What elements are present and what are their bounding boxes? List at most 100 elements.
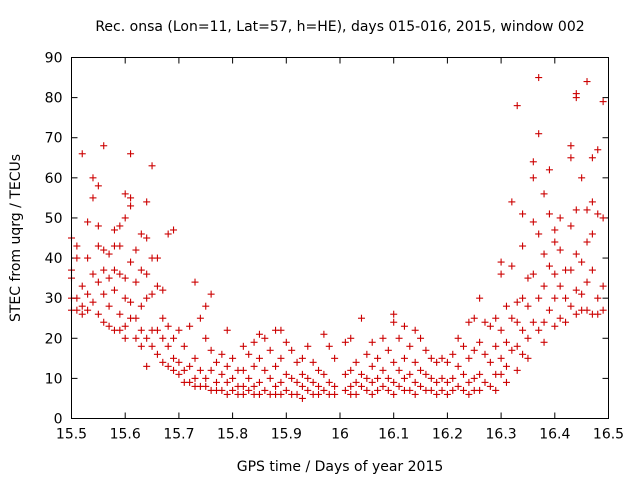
data-point xyxy=(315,366,323,374)
data-point xyxy=(374,386,382,394)
data-point xyxy=(502,362,510,370)
data-point xyxy=(84,218,92,226)
data-point xyxy=(202,334,210,342)
data-point xyxy=(368,378,376,386)
data-point xyxy=(132,334,140,342)
data-point xyxy=(502,378,510,386)
data-point xyxy=(272,382,280,390)
data-point xyxy=(218,370,226,378)
data-point xyxy=(304,386,312,394)
data-point xyxy=(202,382,210,390)
data-point xyxy=(202,374,210,382)
x-tick-label: 15.9 xyxy=(271,427,302,443)
data-point xyxy=(293,390,301,398)
data-point xyxy=(588,266,596,274)
data-point xyxy=(417,334,425,342)
data-point xyxy=(454,382,462,390)
x-tick-label: 16.1 xyxy=(378,427,409,443)
data-point xyxy=(470,374,478,382)
data-point xyxy=(100,246,108,254)
data-point xyxy=(551,322,559,330)
data-point xyxy=(175,326,183,334)
data-point xyxy=(583,278,591,286)
data-point xyxy=(191,374,199,382)
data-point xyxy=(578,258,586,266)
data-point xyxy=(180,342,188,350)
data-point xyxy=(540,318,548,326)
data-point xyxy=(132,314,140,322)
data-point xyxy=(438,386,446,394)
data-point xyxy=(320,330,328,338)
data-point xyxy=(476,338,484,346)
data-point xyxy=(331,354,339,362)
data-point xyxy=(422,346,430,354)
data-point xyxy=(572,310,580,318)
data-point xyxy=(255,390,263,398)
data-point xyxy=(433,390,441,398)
data-point xyxy=(363,350,371,358)
data-point xyxy=(153,326,161,334)
data-point xyxy=(148,342,156,350)
data-point xyxy=(148,290,156,298)
data-point xyxy=(513,342,521,350)
data-point xyxy=(331,382,339,390)
data-point xyxy=(368,362,376,370)
data-point xyxy=(186,322,194,330)
data-point xyxy=(406,386,414,394)
data-point xyxy=(551,238,559,246)
data-point xyxy=(175,370,183,378)
data-point xyxy=(170,226,178,234)
data-point xyxy=(411,378,419,386)
data-point xyxy=(223,378,231,386)
data-point xyxy=(261,386,269,394)
data-point xyxy=(298,394,306,402)
data-point xyxy=(78,302,86,310)
data-point xyxy=(116,270,124,278)
data-point xyxy=(390,358,398,366)
data-point xyxy=(223,390,231,398)
data-point xyxy=(562,294,570,302)
data-point xyxy=(245,350,253,358)
data-point xyxy=(127,194,135,202)
data-point xyxy=(315,382,323,390)
data-point xyxy=(567,142,575,150)
data-point xyxy=(153,282,161,290)
data-point xyxy=(304,374,312,382)
data-point xyxy=(357,382,365,390)
data-point xyxy=(578,174,586,182)
data-point xyxy=(105,274,113,282)
data-point xyxy=(245,374,253,382)
data-point xyxy=(293,378,301,386)
data-point xyxy=(100,266,108,274)
data-point xyxy=(400,354,408,362)
data-point xyxy=(277,390,285,398)
data-point xyxy=(207,366,215,374)
data-point xyxy=(535,230,543,238)
data-point xyxy=(357,370,365,378)
data-point xyxy=(556,214,564,222)
data-point xyxy=(476,386,484,394)
data-point xyxy=(180,366,188,374)
data-point xyxy=(304,342,312,350)
data-point xyxy=(94,222,102,230)
data-point xyxy=(78,310,86,318)
data-point xyxy=(465,354,473,362)
data-point xyxy=(476,370,484,378)
data-point xyxy=(411,390,419,398)
data-point xyxy=(170,354,178,362)
data-point xyxy=(551,294,559,302)
data-point xyxy=(492,386,500,394)
data-point xyxy=(78,150,86,158)
data-point xyxy=(390,378,398,386)
y-tick-label: 90 xyxy=(45,51,63,67)
data-point xyxy=(599,306,607,314)
data-point xyxy=(497,370,505,378)
y-tick-label: 60 xyxy=(45,171,63,187)
data-point xyxy=(438,374,446,382)
data-point xyxy=(508,346,516,354)
data-point xyxy=(207,346,215,354)
chart-title: Rec. onsa (Lon=11, Lat=57, h=HE), days 0… xyxy=(95,19,584,35)
data-point xyxy=(266,346,274,354)
data-point xyxy=(422,370,430,378)
data-point xyxy=(186,378,194,386)
